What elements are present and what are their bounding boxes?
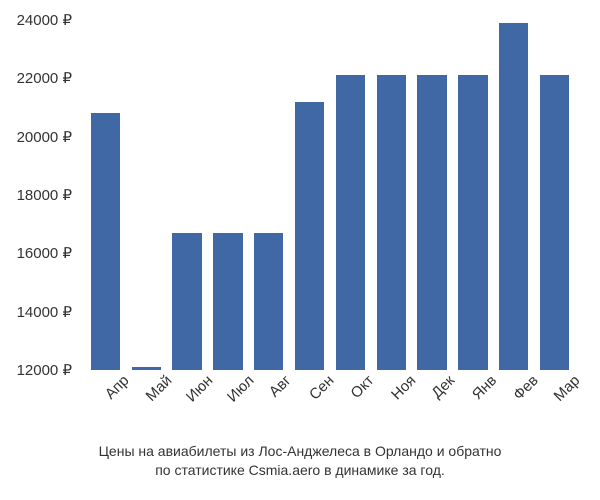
x-tick-label: Июн (183, 372, 216, 405)
x-tick-label: Авг (266, 372, 295, 401)
x-tick-label: Дек (429, 372, 459, 402)
y-axis: 12000 ₽14000 ₽16000 ₽18000 ₽20000 ₽22000… (0, 20, 80, 370)
bar (132, 367, 161, 370)
caption-line-1: Цены на авиабилеты из Лос-Анджелеса в Ор… (99, 443, 502, 459)
bar-slot (167, 20, 208, 370)
chart-caption: Цены на авиабилеты из Лос-Анджелеса в Ор… (0, 442, 600, 480)
bar (295, 102, 324, 370)
x-tick-label: Мар (550, 372, 583, 405)
bar-slot (207, 20, 248, 370)
y-tick-label: 14000 ₽ (17, 303, 72, 321)
bar-slot (371, 20, 412, 370)
x-tick-label: Янв (469, 372, 500, 403)
bar-slot (330, 20, 371, 370)
price-chart: 12000 ₽ 14000 ₽ 16000 ₽ 18000 ₽ 20000 ₽ 22000… (0, 0, 600, 500)
bar (458, 75, 487, 370)
bar-slot (493, 20, 534, 370)
plot-area (85, 20, 575, 370)
y-tick-label: 24000 ₽ (17, 11, 72, 29)
bar-slot (289, 20, 330, 370)
bar-slot (85, 20, 126, 370)
bar (377, 75, 406, 370)
bar (254, 233, 283, 370)
bar-slot (248, 20, 289, 370)
bar (499, 23, 528, 370)
x-tick-label: Сен (306, 372, 337, 403)
bar-slot (412, 20, 453, 370)
x-tick-label: Фев (510, 372, 542, 404)
x-tick-label: Июл (224, 372, 258, 406)
y-tick-label: 18000 ₽ (17, 186, 72, 204)
y-tick-label: 16000 ₽ (17, 244, 72, 262)
y-tick-label: 12000 ₽ (17, 361, 72, 379)
y-tick-label: 22000 ₽ (17, 69, 72, 87)
bar (172, 233, 201, 370)
bar (417, 75, 446, 370)
caption-line-2: по статистике Csmia.aero в динамике за г… (155, 462, 445, 478)
bar (540, 75, 569, 370)
bar (213, 233, 242, 370)
bars-group (85, 20, 575, 370)
x-tick-label: Окт (347, 372, 377, 402)
x-tick-label: Ноя (388, 372, 419, 403)
y-tick-label: 20000 ₽ (17, 128, 72, 146)
bar-slot (534, 20, 575, 370)
x-tick-label: Апр (102, 372, 133, 403)
bar (336, 75, 365, 370)
bar-slot (126, 20, 167, 370)
bar (91, 113, 120, 370)
bar-slot (452, 20, 493, 370)
x-tick-label: Май (142, 372, 175, 405)
